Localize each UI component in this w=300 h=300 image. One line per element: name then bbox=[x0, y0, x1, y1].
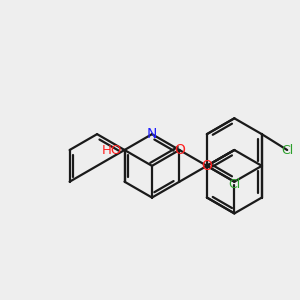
Text: Cl: Cl bbox=[228, 178, 241, 191]
Text: N: N bbox=[147, 127, 157, 141]
Text: HO: HO bbox=[102, 143, 122, 157]
Text: O: O bbox=[174, 143, 185, 157]
Text: Cl: Cl bbox=[281, 143, 293, 157]
Text: O: O bbox=[202, 159, 212, 173]
